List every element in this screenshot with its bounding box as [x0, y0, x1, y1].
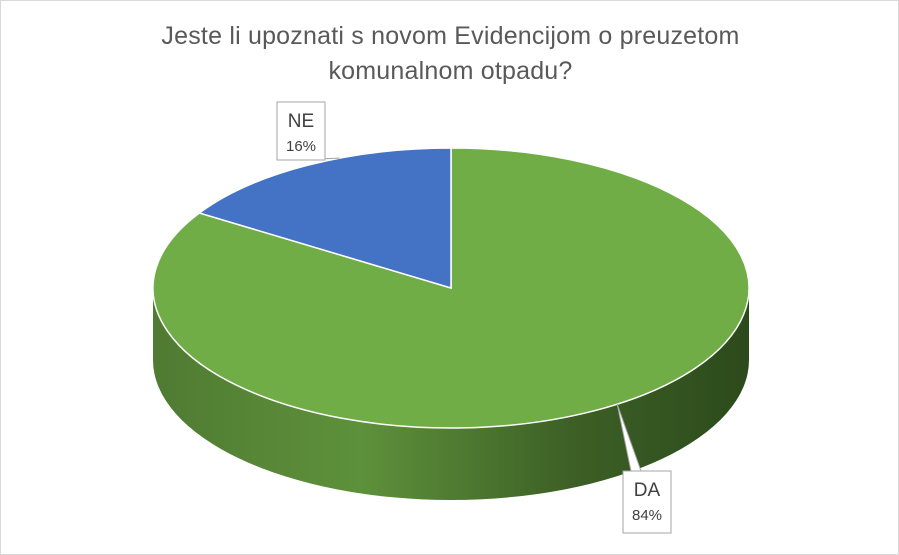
data-label-percent-da: 84% — [632, 507, 662, 524]
callout-ne: NE 16% — [276, 101, 340, 161]
callout-box-da — [622, 470, 672, 534]
pie-slice-da — [152, 147, 750, 429]
chart-title-line-1: Jeste li upoznati s novom Evidencijom o … — [161, 22, 740, 50]
data-label-category-ne: NE — [288, 111, 314, 132]
callout-box-ne — [276, 101, 326, 161]
data-label-category-da: DA — [634, 480, 661, 501]
chart-title-line-2: komunalnom otpadu? — [328, 57, 573, 85]
data-label-percent-ne: 16% — [286, 138, 316, 155]
pie-top-face — [152, 147, 750, 429]
pie-side-wall-da — [153, 288, 749, 500]
chart-title: Jeste li upoznati s novom Evidencijom o … — [1, 19, 898, 89]
callout-da: DA 84% — [616, 404, 672, 534]
pie-slice-ne — [197, 147, 452, 290]
pie-data-labels: DA 84% NE 16% — [276, 101, 672, 534]
pie-side-wall — [153, 288, 749, 500]
